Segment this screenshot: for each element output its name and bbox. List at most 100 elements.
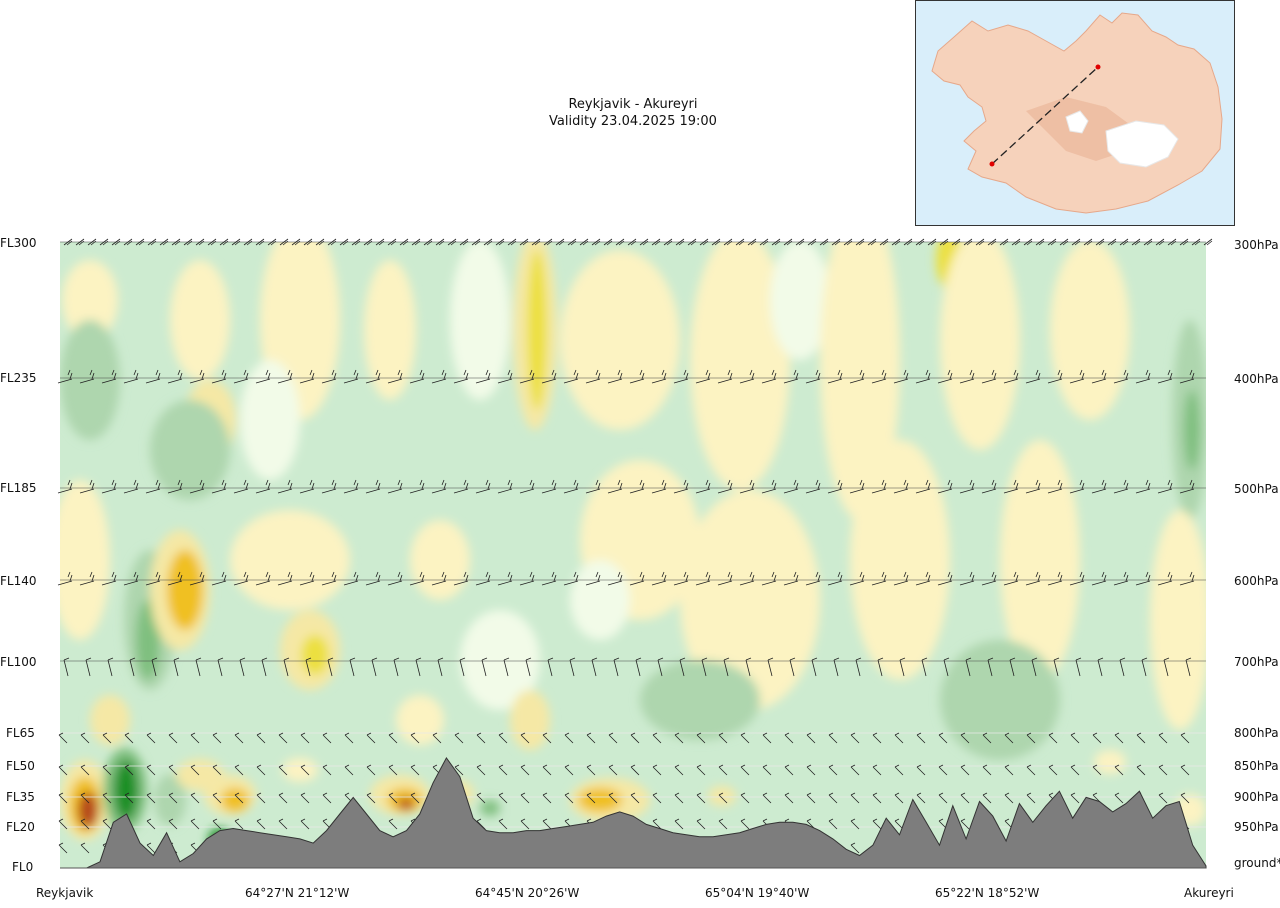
wind-barb xyxy=(1141,657,1148,677)
wind-barb xyxy=(58,792,68,804)
wind-barb xyxy=(872,764,882,776)
wind-barb xyxy=(366,764,376,776)
wind-barb xyxy=(1203,238,1213,246)
wind-barb xyxy=(300,792,310,804)
wind-barb xyxy=(211,369,227,384)
wind-barb xyxy=(673,479,689,494)
wind-barb xyxy=(891,238,901,246)
field-contour-very-pale xyxy=(570,560,630,640)
wind-barb xyxy=(827,479,843,494)
wind-barb xyxy=(960,732,970,744)
wind-barb xyxy=(903,238,913,246)
wind-barb xyxy=(351,238,361,246)
field-contour-medium-green xyxy=(480,800,500,816)
wind-barb xyxy=(1003,369,1019,384)
wind-barb xyxy=(1092,764,1102,776)
wind-barb xyxy=(674,732,684,744)
field-contour-pale-yellow xyxy=(1050,242,1130,420)
field-contour-pale-yellow xyxy=(60,480,110,640)
wind-barb xyxy=(916,764,926,776)
wind-barb xyxy=(107,657,114,677)
wind-barb xyxy=(167,571,183,586)
wind-barb xyxy=(454,732,464,744)
wind-barb xyxy=(718,764,728,776)
wind-barb xyxy=(453,479,469,494)
wind-barb xyxy=(1158,792,1168,804)
wind-barb xyxy=(168,818,178,830)
wind-barb xyxy=(212,818,222,830)
wind-barb xyxy=(937,369,953,384)
wind-barb xyxy=(476,732,486,744)
wind-barb xyxy=(102,792,112,804)
wind-barb xyxy=(234,792,244,804)
field-contour-pale-yellow xyxy=(940,242,1020,450)
wind-barb xyxy=(1092,732,1102,744)
wind-barb xyxy=(1113,479,1129,494)
wind-barb xyxy=(135,238,145,246)
wind-barb xyxy=(146,732,156,744)
wind-barb xyxy=(57,571,73,586)
wind-barb xyxy=(410,732,420,744)
wind-barb xyxy=(183,238,193,246)
wind-barb xyxy=(495,238,505,246)
wind-barb xyxy=(146,818,156,830)
field-shading xyxy=(60,242,1206,868)
wind-barb xyxy=(58,842,68,854)
wind-barb xyxy=(1047,238,1057,246)
wind-barb xyxy=(476,792,486,804)
wind-barb xyxy=(101,479,117,494)
wind-barb xyxy=(507,238,517,246)
wind-barb xyxy=(327,657,334,677)
wind-barb xyxy=(111,238,121,246)
x-tick-label: 64°45'N 20°26'W xyxy=(475,886,580,900)
wind-barb xyxy=(1119,238,1129,246)
wind-barb xyxy=(723,657,730,677)
wind-barb xyxy=(767,657,774,677)
wind-barb xyxy=(123,571,139,586)
wind-barb xyxy=(1180,792,1190,804)
wind-barb xyxy=(607,479,623,494)
wind-barb xyxy=(498,792,508,804)
wind-barb xyxy=(531,238,541,246)
wind-barb xyxy=(651,571,667,586)
wind-barb xyxy=(124,792,134,804)
wind-barb xyxy=(211,571,227,586)
wind-barb xyxy=(454,764,464,776)
wind-barb xyxy=(586,792,596,804)
fl-tick-label: FL100 xyxy=(0,655,37,669)
wind-barb xyxy=(299,571,315,586)
wind-barb xyxy=(828,792,838,804)
wind-barb xyxy=(101,369,117,384)
wind-barb xyxy=(475,369,491,384)
wind-barb xyxy=(1048,764,1058,776)
wind-barb xyxy=(555,238,565,246)
wind-barb xyxy=(1191,238,1201,246)
wind-barb xyxy=(563,571,579,586)
wind-barb xyxy=(99,238,109,246)
wind-barb xyxy=(1131,238,1141,246)
wind-barb xyxy=(740,792,750,804)
wind-barb xyxy=(243,238,253,246)
wind-barb xyxy=(79,571,95,586)
wind-barb xyxy=(1069,479,1085,494)
wind-barb xyxy=(585,479,601,494)
wind-barb xyxy=(1025,571,1041,586)
wind-barb xyxy=(300,732,310,744)
wind-barb xyxy=(1091,479,1107,494)
wind-barb xyxy=(371,657,378,677)
route-inset-map xyxy=(915,0,1235,226)
wind-barb xyxy=(849,369,865,384)
wind-barb xyxy=(255,238,265,246)
wind-barb xyxy=(843,238,853,246)
wind-barb xyxy=(717,369,733,384)
wind-barb xyxy=(1091,369,1107,384)
wind-barb xyxy=(718,732,728,744)
wind-barb xyxy=(147,238,157,246)
wind-barb xyxy=(564,732,574,744)
hpa-tick-label: 500hPa xyxy=(1234,482,1279,496)
wind-barb xyxy=(943,657,950,677)
wind-barb xyxy=(542,818,552,830)
wind-barb xyxy=(212,764,222,776)
wind-barb xyxy=(542,792,552,804)
wind-barb xyxy=(432,732,442,744)
